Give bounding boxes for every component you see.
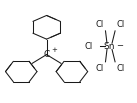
Text: C: C [43,50,50,59]
Text: Cl: Cl [116,20,124,29]
Text: Cl: Cl [96,20,104,29]
Text: Cl: Cl [116,64,124,73]
Text: −: − [116,41,123,50]
Text: +: + [51,47,57,53]
Text: Sn: Sn [104,42,115,51]
Text: Cl: Cl [85,42,93,51]
Text: Cl: Cl [96,64,104,73]
